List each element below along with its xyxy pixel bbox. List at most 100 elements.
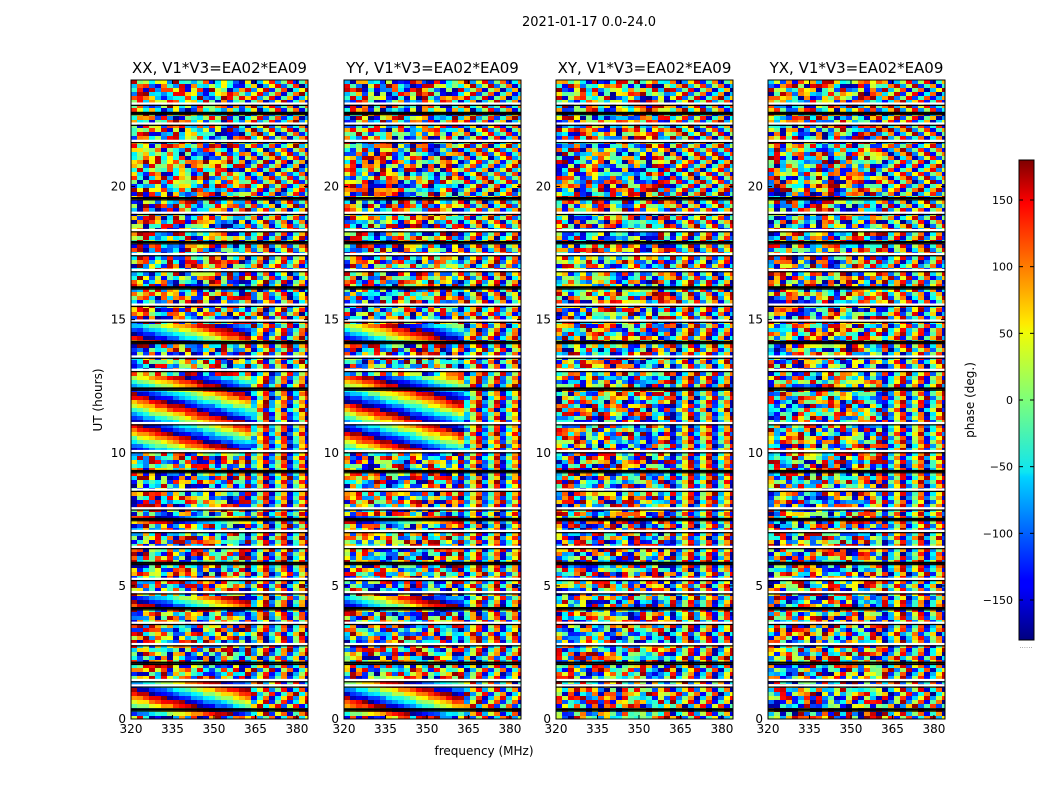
colorbar-tick-label: −50 bbox=[990, 461, 1013, 474]
flagged-row-edge bbox=[131, 371, 308, 373]
flagged-row-edge bbox=[556, 490, 733, 493]
flagged-row bbox=[344, 545, 521, 548]
flagged-row bbox=[768, 517, 945, 521]
flagged-row-edge bbox=[131, 305, 308, 307]
x-tick-label: 320 bbox=[545, 722, 568, 736]
flagged-row-edge bbox=[131, 609, 308, 611]
x-tick-label: 320 bbox=[757, 722, 780, 736]
flagged-row bbox=[556, 621, 733, 624]
flagged-row-edge bbox=[131, 681, 308, 683]
flagged-row bbox=[344, 488, 521, 491]
flagged-row bbox=[556, 319, 733, 322]
flagged-row bbox=[768, 607, 945, 610]
panels: XX, V1*V3=EA02*EA09 320 335 350 365 380 0 5 10 15… bbox=[111, 59, 946, 736]
flagged-row bbox=[768, 684, 945, 687]
panel-xx: XX, V1*V3=EA02*EA09 320 335 350 365 380 0 5 10 15… bbox=[111, 59, 309, 736]
flagged-row-edge bbox=[768, 609, 945, 611]
flagged-row-edge bbox=[556, 681, 733, 683]
phase-image bbox=[344, 80, 521, 719]
flagged-row-edge bbox=[768, 472, 945, 474]
flagged-row bbox=[768, 387, 945, 390]
y-tick-label: 20 bbox=[748, 180, 763, 194]
flagged-row-edge bbox=[556, 371, 733, 373]
flagged-row-edge bbox=[344, 305, 521, 307]
flagged-row bbox=[344, 122, 521, 125]
flagged-row bbox=[131, 708, 308, 711]
flagged-row-edge bbox=[344, 452, 521, 454]
panel-title: XX, V1*V3=EA02*EA09 bbox=[132, 59, 307, 77]
y-tick-label: 15 bbox=[748, 313, 763, 327]
flagged-row bbox=[344, 591, 521, 594]
flagged-row-edge bbox=[131, 114, 308, 116]
flagged-row-edge bbox=[131, 532, 308, 534]
flagged-row-edge bbox=[131, 452, 308, 454]
x-tick-label: 350 bbox=[628, 722, 651, 736]
flagged-row bbox=[131, 252, 308, 256]
flagged-row bbox=[556, 268, 733, 272]
x-tick-label: 320 bbox=[120, 722, 143, 736]
flagged-row bbox=[131, 642, 308, 646]
flagged-row-edge bbox=[556, 509, 733, 511]
flagged-row-edge bbox=[131, 645, 308, 647]
flagged-row-edge bbox=[556, 305, 733, 307]
flagged-row bbox=[556, 708, 733, 711]
flagged-row bbox=[344, 139, 521, 142]
x-tick-label: 365 bbox=[881, 722, 904, 736]
flagged-row-edge bbox=[556, 357, 733, 359]
flagged-row-edge bbox=[344, 623, 521, 626]
flagged-row bbox=[344, 607, 521, 610]
flagged-row bbox=[556, 684, 733, 687]
y-tick-label: 10 bbox=[111, 446, 126, 460]
flagged-row bbox=[768, 319, 945, 322]
flagged-row-edge bbox=[768, 288, 945, 290]
flagged-row bbox=[768, 678, 945, 682]
flagged-row-edge bbox=[768, 343, 945, 345]
flagged-row bbox=[768, 286, 945, 289]
flagged-row bbox=[131, 340, 308, 343]
y-tick-label: 0 bbox=[118, 712, 126, 726]
flagged-row bbox=[556, 642, 733, 646]
flagged-row bbox=[131, 368, 308, 371]
phase-image bbox=[556, 80, 733, 719]
flagged-row bbox=[344, 684, 521, 687]
flagged-row bbox=[344, 517, 521, 521]
flagged-row-edge bbox=[344, 371, 521, 373]
flagged-row bbox=[768, 577, 945, 580]
flagged-row-edge bbox=[344, 213, 521, 216]
y-tick-label: 10 bbox=[324, 446, 339, 460]
flagged-row bbox=[768, 228, 945, 232]
flagged-row bbox=[131, 591, 308, 594]
flagged-row-edge bbox=[131, 424, 308, 426]
flagged-row-edge bbox=[344, 389, 521, 391]
flagged-row-edge bbox=[344, 124, 521, 126]
flagged-row bbox=[768, 561, 945, 564]
flagged-row bbox=[131, 529, 308, 532]
flagged-row bbox=[344, 340, 521, 343]
flagged-row-edge bbox=[344, 710, 521, 712]
flagged-row-edge bbox=[131, 124, 308, 126]
flagged-row bbox=[556, 449, 733, 453]
panel-xy: XY, V1*V3=EA02*EA09 320 335 350 365 380 0 5 10 15… bbox=[536, 59, 734, 736]
flagged-row-edge bbox=[556, 686, 733, 688]
flagged-row-edge bbox=[344, 357, 521, 359]
flagged-row-edge bbox=[344, 343, 521, 345]
flagged-row-edge bbox=[556, 472, 733, 474]
flagged-row-edge bbox=[344, 142, 521, 144]
flagged-row-edge bbox=[768, 663, 945, 666]
flagged-row bbox=[556, 387, 733, 390]
panel-yx: YX, V1*V3=EA02*EA09 320 335 350 365 380 0 5 10 15… bbox=[748, 59, 946, 736]
flagged-row bbox=[768, 621, 945, 624]
flagged-row-edge bbox=[344, 271, 521, 273]
x-tick-label: 350 bbox=[416, 722, 439, 736]
flagged-row bbox=[344, 111, 521, 114]
flagged-row-edge bbox=[556, 231, 733, 233]
flagged-row bbox=[768, 642, 945, 646]
panel-title: YX, V1*V3=EA02*EA09 bbox=[769, 59, 944, 77]
panel-frame bbox=[130, 79, 309, 720]
flagged-row bbox=[768, 340, 945, 343]
x-tick-label: 365 bbox=[669, 722, 692, 736]
flagged-row bbox=[556, 102, 733, 105]
flagged-row bbox=[768, 507, 945, 510]
x-tick-label: 335 bbox=[161, 722, 184, 736]
flagged-row-edge bbox=[344, 104, 521, 106]
